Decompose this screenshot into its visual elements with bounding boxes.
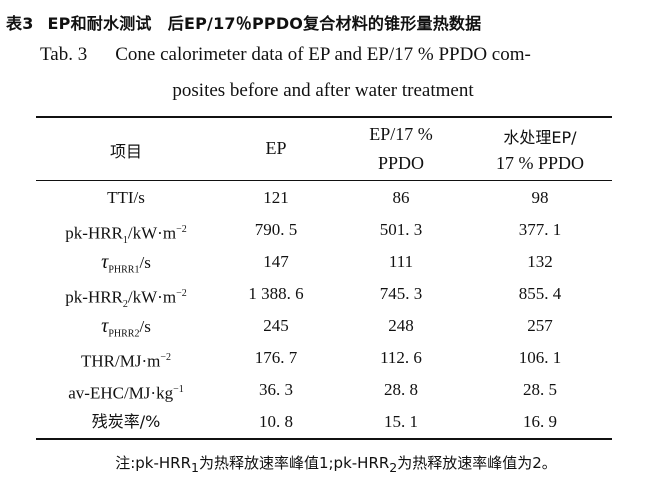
row-label-tau-phrr2-symbol: τ <box>101 315 109 337</box>
table-top-rule <box>36 116 612 118</box>
row-label-avehc-sup: −1 <box>173 384 184 395</box>
table-note: 注:pk-HRR1为热释放速率峰值1;pk-HRR2为热释放速率峰值为2。 <box>36 452 636 475</box>
cell-pkhrr2-ep: 1 388. 6 <box>248 284 304 303</box>
cell-avehc-ppdo: 28. 8 <box>384 380 418 399</box>
caption-en-line1: Tab. 3 Cone calorimeter data of EP and EP… <box>40 44 640 66</box>
note-suffix: 为热释放速率峰值为2。 <box>397 454 557 472</box>
row-label-tau-phrr2-sub: PHRR2 <box>108 328 140 340</box>
cell-pkhrr1-ppdo: 501. 3 <box>379 220 423 239</box>
row-label-pkhrr2: pk-HRR2/kW·m−2 <box>36 284 216 315</box>
row-label-avehc: av-EHC/MJ·kg−1 <box>36 380 216 404</box>
caption-cn: 表3 EP和耐水测试 后EP/17％PPDO复合材料的锥形量热数据 <box>6 10 642 34</box>
caption-cn-text: EP和耐水测试 后EP/17％PPDO复合材料的锥形量热数据 <box>47 14 482 33</box>
cell-tau1-water: 132 <box>527 252 553 271</box>
cell-tti-ppdo: 86 <box>392 188 410 207</box>
row-label-tau-phrr1: τPHRR1/s <box>36 252 216 280</box>
cell-tti-ep: 121 <box>263 188 289 207</box>
row-label-tau-phrr1-sub: PHRR1 <box>108 264 140 276</box>
caption-cn-label: 表3 <box>6 14 34 33</box>
cell-char-water: 16. 9 <box>523 412 557 431</box>
row-label-char-text: 残炭率/% <box>91 412 161 431</box>
cell-avehc-ep: 36. 3 <box>259 380 293 399</box>
caption-en-label: Tab. 3 <box>40 44 88 65</box>
header-water-line1: 水处理EP/ <box>503 128 577 147</box>
row-label-tau-phrr2: τPHRR2/s <box>36 316 216 344</box>
cell-thr-ep: 176. 7 <box>254 348 298 367</box>
header-ep: EP <box>265 138 287 158</box>
cell-tti-water: 98 <box>531 188 549 207</box>
row-label-tau-phrr2-unit: /s <box>139 317 151 336</box>
row-label-pkhrr1-sup: −2 <box>176 224 187 235</box>
cell-pkhrr1-water: 377. 1 <box>518 220 562 239</box>
row-label-pkhrr2-pre: pk-HRR <box>65 287 123 307</box>
cell-char-ppdo: 15. 1 <box>384 412 418 431</box>
cell-thr-water: 106. 1 <box>518 348 562 367</box>
note-sub1: 1 <box>191 460 199 475</box>
row-label-char: 残炭率/% <box>36 412 216 432</box>
cell-tau2-ppdo: 248 <box>388 316 414 335</box>
header-ep-ppdo-line1: EP/17 % <box>369 124 433 144</box>
cell-avehc-water: 28. 5 <box>523 380 557 399</box>
caption-en-text-1: Cone calorimeter data of EP and EP/17 % … <box>115 44 531 65</box>
row-label-avehc-text: av-EHC/MJ·kg <box>68 383 174 403</box>
caption-en-line2: posites before and after water treatment <box>172 80 474 101</box>
header-water-line2: 17 % PPDO <box>495 153 584 173</box>
cell-pkhrr1-ep: 790. 5 <box>254 220 298 239</box>
row-label-thr: THR/MJ·m−2 <box>36 348 216 372</box>
row-label-pkhrr1-sub: 1 <box>122 235 128 247</box>
note-prefix: 注:pk-HRR <box>115 454 191 472</box>
header-ep-ppdo-line2: PPDO <box>377 153 425 173</box>
cell-pkhrr2-water: 855. 4 <box>518 284 562 303</box>
header-item: 项目 <box>109 142 142 161</box>
row-label-tti: TTI/s <box>107 188 145 207</box>
table-header-rule <box>36 180 612 181</box>
row-label-tau-phrr1-unit: /s <box>139 253 151 272</box>
row-label-pkhrr2-sup: −2 <box>176 288 187 299</box>
row-label-pkhrr1-pre: pk-HRR <box>65 223 123 243</box>
table-bottom-rule <box>36 438 612 440</box>
row-label-pkhrr2-sub: 2 <box>122 299 128 311</box>
row-label-thr-text: THR/MJ·m <box>81 351 161 371</box>
note-mid: 为热释放速率峰值1;pk-HRR <box>198 454 390 472</box>
row-label-tau-phrr1-symbol: τ <box>101 251 109 273</box>
cell-tau1-ppdo: 111 <box>388 252 414 271</box>
cell-char-ep: 10. 8 <box>259 412 293 431</box>
cell-tau2-ep: 245 <box>263 316 289 335</box>
cell-pkhrr2-ppdo: 745. 3 <box>379 284 423 303</box>
cell-tau2-water: 257 <box>527 316 553 335</box>
row-label-thr-sup: −2 <box>160 352 171 363</box>
cell-tau1-ep: 147 <box>263 252 289 271</box>
row-label-pkhrr1: pk-HRR1/kW·m−2 <box>36 220 216 251</box>
cell-thr-ppdo: 112. 6 <box>380 348 422 367</box>
row-label-pkhrr2-unit: /kW·m <box>127 287 177 307</box>
note-sub2: 2 <box>389 460 398 475</box>
row-label-pkhrr1-unit: /kW·m <box>127 223 177 243</box>
